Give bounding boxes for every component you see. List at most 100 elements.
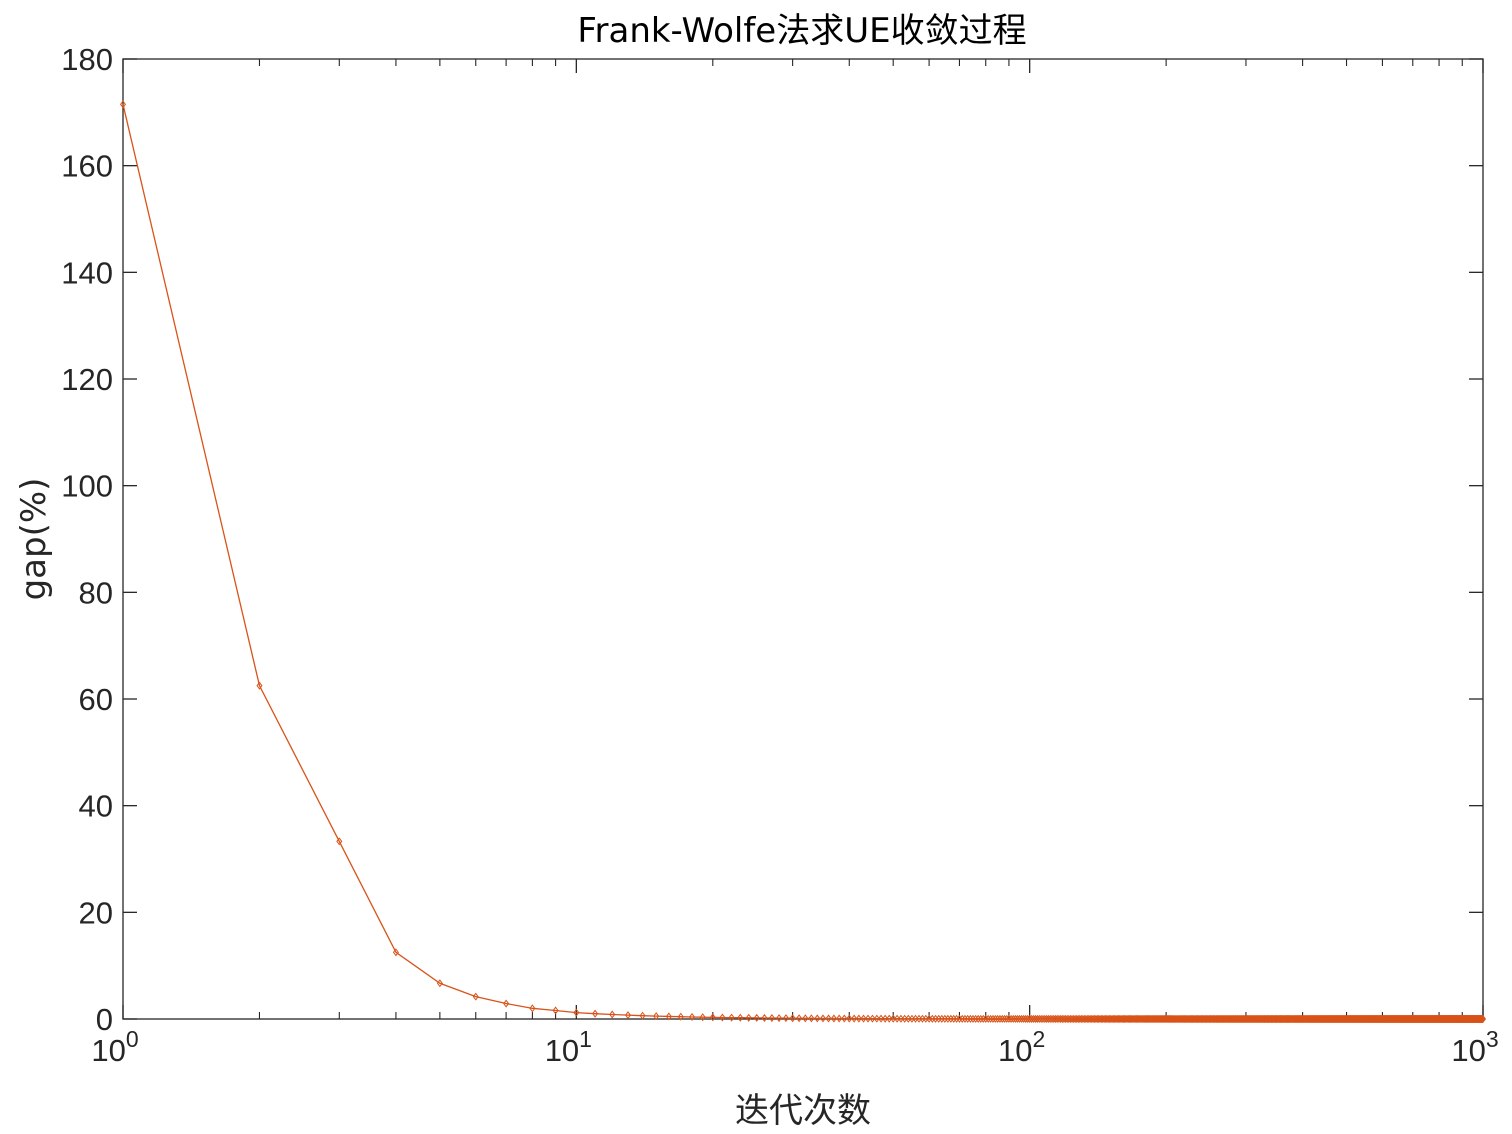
data-point [789, 1014, 796, 1023]
y-tick-label: 60 [79, 682, 113, 717]
data-point [573, 1008, 580, 1017]
data-point [719, 1013, 726, 1022]
y-tick-label: 80 [79, 575, 113, 610]
data-point [1024, 1014, 1031, 1023]
data-point [814, 1014, 821, 1023]
data-point [982, 1014, 989, 1023]
data-point [808, 1014, 815, 1023]
data-point [851, 1014, 858, 1023]
axes-box [122, 58, 1484, 1020]
data-point [592, 1009, 599, 1018]
y-axis: 0 20 40 60 80 100 120 140 160 180 [61, 42, 1483, 1037]
data-point [699, 1013, 706, 1022]
chart-title: Frank-Wolfe法求UE收敛过程 [577, 11, 1026, 51]
data-point [869, 1014, 876, 1023]
x-axis-title: 迭代次数 [735, 1091, 871, 1131]
data-point [1012, 1014, 1019, 1023]
data-point [1014, 1014, 1021, 1023]
data-point [1026, 1014, 1033, 1023]
data-point [1479, 1014, 1487, 1024]
data-point [972, 1014, 979, 1023]
data-point [119, 100, 127, 109]
data-point [882, 1014, 889, 1023]
data-point [665, 1012, 672, 1021]
y-tick-label: 40 [79, 789, 113, 824]
x-tick-label: 102 [998, 1026, 1045, 1068]
data-point [841, 1014, 848, 1023]
y-tick-label: 20 [79, 895, 113, 930]
data-point [336, 837, 343, 846]
data-point [782, 1014, 789, 1023]
data-point [709, 1013, 716, 1022]
data-point [980, 1014, 987, 1023]
data-point [728, 1013, 735, 1022]
data-point [996, 1014, 1003, 1023]
data-point [1016, 1014, 1023, 1023]
data-point [819, 1014, 827, 1023]
y-axis-title: gap(%) [14, 478, 54, 601]
data-point [776, 1014, 783, 1023]
data-point [846, 1014, 853, 1023]
data-point [802, 1014, 809, 1023]
data-point [436, 979, 443, 988]
data-point [689, 1012, 696, 1022]
x-tick-label: 100 [91, 1026, 138, 1068]
data-point [985, 1014, 992, 1023]
y-tick-label: 0 [96, 1002, 113, 1037]
data-point [825, 1014, 832, 1023]
data-point [796, 1014, 803, 1023]
data-point [877, 1014, 885, 1023]
data-point [890, 1014, 897, 1023]
data-point [256, 681, 263, 690]
y-tick-label: 160 [61, 149, 113, 184]
data-point [989, 1014, 997, 1023]
data-point [830, 1014, 837, 1023]
y-tick-label: 140 [61, 255, 113, 290]
data-point [392, 948, 399, 957]
x-tick-label: 101 [545, 1026, 592, 1068]
data-point [860, 1014, 867, 1023]
y-tick-label: 120 [61, 362, 113, 397]
x-tick-label: 103 [1451, 1026, 1498, 1068]
data-point [994, 1014, 1001, 1023]
data-point [745, 1013, 752, 1022]
data-point [987, 1014, 994, 1023]
y-tick-label: 180 [61, 42, 113, 77]
data-point [894, 1014, 901, 1023]
series-line [122, 104, 1483, 1020]
data-point [552, 1006, 559, 1015]
data-point [1020, 1014, 1027, 1023]
data-point [1008, 1014, 1015, 1023]
data-point [836, 1014, 843, 1023]
data-point [1022, 1014, 1029, 1023]
data-point [1018, 1014, 1025, 1023]
series-layer [119, 100, 1487, 1024]
data-point [1005, 1014, 1012, 1023]
data-point [529, 1004, 536, 1013]
data-point [999, 1014, 1006, 1023]
plot-area [122, 58, 1484, 1020]
data-point [753, 1013, 760, 1022]
data-point [503, 999, 510, 1008]
data-point [977, 1014, 984, 1023]
data-point [624, 1011, 632, 1020]
data-point [855, 1014, 862, 1023]
y-tick-label: 100 [61, 469, 113, 504]
data-point [1001, 1014, 1008, 1023]
data-point [975, 1014, 982, 1023]
data-point [639, 1011, 646, 1020]
data-point [609, 1010, 616, 1019]
data-point [472, 992, 479, 1001]
data-point [761, 1013, 768, 1023]
data-point [886, 1014, 893, 1023]
data-point [992, 1014, 999, 1023]
data-point [1028, 1014, 1035, 1023]
data-point [677, 1012, 684, 1021]
data-point [737, 1013, 744, 1022]
data-point [1010, 1014, 1017, 1023]
data-point [1003, 1014, 1010, 1023]
data-point [653, 1012, 660, 1021]
data-point [865, 1014, 872, 1023]
data-point [768, 1014, 775, 1023]
data-point [873, 1014, 880, 1023]
